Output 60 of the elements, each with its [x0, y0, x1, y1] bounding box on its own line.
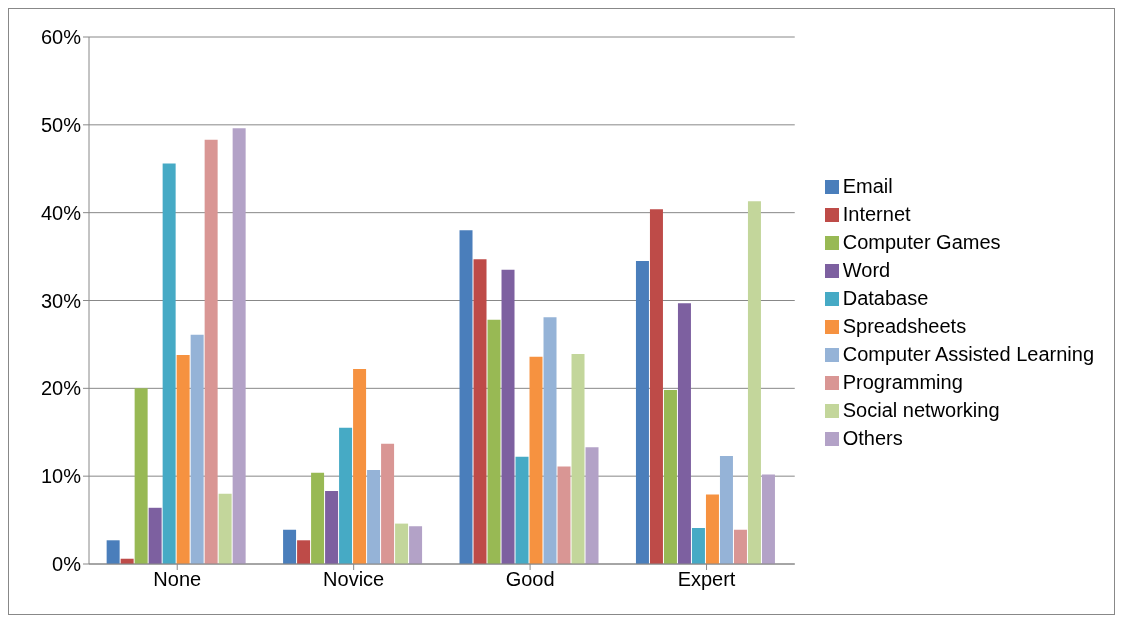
x-tick-label: Good [505, 568, 555, 591]
bar [325, 491, 339, 564]
legend-label: Programming [842, 370, 963, 393]
legend-label: Word [842, 258, 891, 281]
legend-label: Internet [842, 202, 911, 225]
legend-label: Spreadsheets [842, 314, 967, 337]
bar [353, 369, 367, 564]
bar [106, 540, 120, 564]
bar [557, 466, 571, 564]
y-tick-label: 20% [40, 377, 82, 400]
bar [635, 260, 649, 564]
y-tick-label: 10% [40, 465, 82, 488]
bar [190, 334, 204, 564]
legend-label: Database [842, 286, 929, 309]
legend-label: Others [842, 426, 903, 449]
bar [176, 354, 190, 564]
bar [409, 526, 423, 564]
bar [747, 201, 761, 564]
bar [719, 455, 733, 564]
bar [311, 472, 325, 564]
x-tick-label: None [153, 568, 202, 591]
y-tick-label: 50% [40, 113, 82, 136]
bar [487, 319, 501, 564]
y-tick-label: 0% [52, 553, 82, 576]
bar [543, 317, 557, 564]
bar [761, 474, 775, 564]
bar [459, 230, 473, 564]
y-tick-label: 30% [40, 289, 82, 312]
bar [297, 540, 311, 564]
bar [501, 269, 515, 564]
bar [677, 303, 691, 564]
bar [381, 443, 395, 564]
bar [204, 139, 218, 564]
bar [148, 507, 162, 564]
bar [283, 529, 297, 564]
legend-label: Computer Games [842, 230, 1001, 253]
bar [339, 427, 353, 564]
bar [134, 388, 148, 564]
x-tick-label: Expert [677, 568, 736, 591]
legend-label: Email [842, 174, 893, 197]
bar [705, 494, 719, 564]
bar [733, 529, 747, 564]
bar [663, 390, 677, 564]
bar [691, 527, 705, 564]
legend-label: Computer Assisted Learning [842, 342, 1094, 365]
y-tick-label: 40% [40, 201, 82, 224]
bar [232, 128, 246, 564]
bar [367, 470, 381, 564]
y-tick-label: 60% [40, 26, 82, 49]
bar [218, 493, 232, 564]
bar [515, 456, 529, 564]
bar [162, 163, 176, 564]
bar [529, 356, 543, 564]
bar [649, 209, 663, 564]
bar [571, 354, 585, 564]
legend-label: Social networking [842, 398, 1000, 421]
bar [395, 523, 409, 564]
x-tick-label: Novice [323, 568, 385, 591]
bar [585, 447, 599, 564]
bar [473, 259, 487, 564]
